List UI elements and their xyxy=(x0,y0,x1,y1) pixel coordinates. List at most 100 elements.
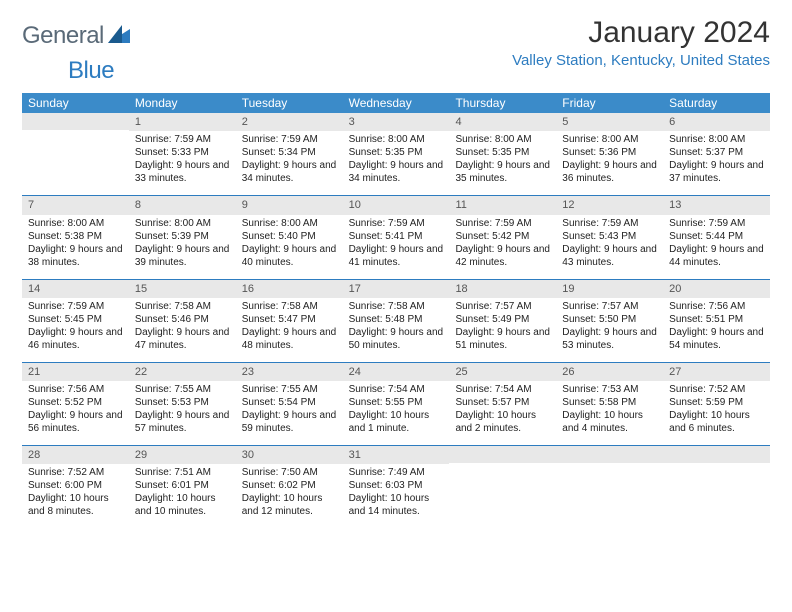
weekday-friday: Friday xyxy=(556,93,663,113)
day-body xyxy=(556,463,663,523)
sunset-text: Sunset: 5:53 PM xyxy=(135,396,230,409)
day-number: 22 xyxy=(129,363,236,381)
day-number: 13 xyxy=(663,196,770,214)
sunrise-text: Sunrise: 7:50 AM xyxy=(242,466,337,479)
daylight-text: Daylight: 10 hours and 12 minutes. xyxy=(242,492,337,518)
sunrise-text: Sunrise: 7:55 AM xyxy=(135,383,230,396)
day-cell: 13Sunrise: 7:59 AMSunset: 5:44 PMDayligh… xyxy=(663,196,770,278)
sunrise-text: Sunrise: 7:59 AM xyxy=(669,217,764,230)
week-row: 7Sunrise: 8:00 AMSunset: 5:38 PMDaylight… xyxy=(22,196,770,279)
daylight-text: Daylight: 9 hours and 44 minutes. xyxy=(669,243,764,269)
day-cell: 28Sunrise: 7:52 AMSunset: 6:00 PMDayligh… xyxy=(22,446,129,528)
day-body: Sunrise: 7:49 AMSunset: 6:03 PMDaylight:… xyxy=(343,464,450,528)
day-number: 31 xyxy=(343,446,450,464)
day-cell: 1Sunrise: 7:59 AMSunset: 5:33 PMDaylight… xyxy=(129,113,236,195)
sunrise-text: Sunrise: 7:59 AM xyxy=(349,217,444,230)
sunset-text: Sunset: 5:51 PM xyxy=(669,313,764,326)
day-cell: 12Sunrise: 7:59 AMSunset: 5:43 PMDayligh… xyxy=(556,196,663,278)
day-body xyxy=(22,130,129,190)
sunset-text: Sunset: 5:49 PM xyxy=(455,313,550,326)
week-row: 14Sunrise: 7:59 AMSunset: 5:45 PMDayligh… xyxy=(22,280,770,363)
sunrise-text: Sunrise: 7:49 AM xyxy=(349,466,444,479)
day-number: 30 xyxy=(236,446,343,464)
sunset-text: Sunset: 5:50 PM xyxy=(562,313,657,326)
daylight-text: Daylight: 9 hours and 56 minutes. xyxy=(28,409,123,435)
day-cell: 31Sunrise: 7:49 AMSunset: 6:03 PMDayligh… xyxy=(343,446,450,528)
day-body: Sunrise: 7:59 AMSunset: 5:44 PMDaylight:… xyxy=(663,215,770,279)
sunrise-text: Sunrise: 7:54 AM xyxy=(349,383,444,396)
sunset-text: Sunset: 6:00 PM xyxy=(28,479,123,492)
sunset-text: Sunset: 5:40 PM xyxy=(242,230,337,243)
sunrise-text: Sunrise: 7:59 AM xyxy=(242,133,337,146)
weekday-sunday: Sunday xyxy=(22,93,129,113)
week-row: 28Sunrise: 7:52 AMSunset: 6:00 PMDayligh… xyxy=(22,446,770,528)
day-number: 20 xyxy=(663,280,770,298)
sunset-text: Sunset: 6:01 PM xyxy=(135,479,230,492)
week-row: 21Sunrise: 7:56 AMSunset: 5:52 PMDayligh… xyxy=(22,363,770,446)
day-cell: 14Sunrise: 7:59 AMSunset: 5:45 PMDayligh… xyxy=(22,280,129,362)
sunset-text: Sunset: 5:35 PM xyxy=(349,146,444,159)
day-cell: 24Sunrise: 7:54 AMSunset: 5:55 PMDayligh… xyxy=(343,363,450,445)
sunrise-text: Sunrise: 7:59 AM xyxy=(28,300,123,313)
day-body: Sunrise: 7:59 AMSunset: 5:43 PMDaylight:… xyxy=(556,215,663,279)
daylight-text: Daylight: 9 hours and 42 minutes. xyxy=(455,243,550,269)
daylight-text: Daylight: 9 hours and 38 minutes. xyxy=(28,243,123,269)
day-cell: 17Sunrise: 7:58 AMSunset: 5:48 PMDayligh… xyxy=(343,280,450,362)
day-body: Sunrise: 7:57 AMSunset: 5:49 PMDaylight:… xyxy=(449,298,556,362)
daylight-text: Daylight: 10 hours and 10 minutes. xyxy=(135,492,230,518)
day-cell: 5Sunrise: 8:00 AMSunset: 5:36 PMDaylight… xyxy=(556,113,663,195)
day-cell: 6Sunrise: 8:00 AMSunset: 5:37 PMDaylight… xyxy=(663,113,770,195)
day-number: 28 xyxy=(22,446,129,464)
day-cell: 2Sunrise: 7:59 AMSunset: 5:34 PMDaylight… xyxy=(236,113,343,195)
month-title: January 2024 xyxy=(512,16,770,50)
day-number xyxy=(663,446,770,463)
day-number: 16 xyxy=(236,280,343,298)
day-number: 14 xyxy=(22,280,129,298)
sunset-text: Sunset: 5:44 PM xyxy=(669,230,764,243)
daylight-text: Daylight: 9 hours and 39 minutes. xyxy=(135,243,230,269)
logo-text-1: General xyxy=(22,22,104,50)
day-body: Sunrise: 7:58 AMSunset: 5:46 PMDaylight:… xyxy=(129,298,236,362)
day-body: Sunrise: 7:54 AMSunset: 5:55 PMDaylight:… xyxy=(343,381,450,445)
day-body xyxy=(449,463,556,523)
day-number: 6 xyxy=(663,113,770,131)
daylight-text: Daylight: 9 hours and 54 minutes. xyxy=(669,326,764,352)
day-body: Sunrise: 7:59 AMSunset: 5:34 PMDaylight:… xyxy=(236,131,343,195)
day-cell: 11Sunrise: 7:59 AMSunset: 5:42 PMDayligh… xyxy=(449,196,556,278)
day-number: 7 xyxy=(22,196,129,214)
daylight-text: Daylight: 9 hours and 33 minutes. xyxy=(135,159,230,185)
logo-mark-icon xyxy=(108,25,130,48)
daylight-text: Daylight: 10 hours and 2 minutes. xyxy=(455,409,550,435)
sunrise-text: Sunrise: 8:00 AM xyxy=(349,133,444,146)
sunrise-text: Sunrise: 7:56 AM xyxy=(28,383,123,396)
day-number: 26 xyxy=(556,363,663,381)
day-body xyxy=(663,463,770,523)
day-body: Sunrise: 7:56 AMSunset: 5:52 PMDaylight:… xyxy=(22,381,129,445)
day-number: 23 xyxy=(236,363,343,381)
day-number: 3 xyxy=(343,113,450,131)
daylight-text: Daylight: 10 hours and 1 minute. xyxy=(349,409,444,435)
day-body: Sunrise: 8:00 AMSunset: 5:35 PMDaylight:… xyxy=(449,131,556,195)
day-number: 15 xyxy=(129,280,236,298)
day-number: 8 xyxy=(129,196,236,214)
day-body: Sunrise: 7:53 AMSunset: 5:58 PMDaylight:… xyxy=(556,381,663,445)
day-number: 19 xyxy=(556,280,663,298)
daylight-text: Daylight: 9 hours and 51 minutes. xyxy=(455,326,550,352)
daylight-text: Daylight: 9 hours and 47 minutes. xyxy=(135,326,230,352)
sunrise-text: Sunrise: 8:00 AM xyxy=(242,217,337,230)
sunset-text: Sunset: 5:35 PM xyxy=(455,146,550,159)
logo: General xyxy=(22,22,132,50)
day-cell: 9Sunrise: 8:00 AMSunset: 5:40 PMDaylight… xyxy=(236,196,343,278)
week-row: 1Sunrise: 7:59 AMSunset: 5:33 PMDaylight… xyxy=(22,113,770,196)
day-cell: 23Sunrise: 7:55 AMSunset: 5:54 PMDayligh… xyxy=(236,363,343,445)
day-body: Sunrise: 7:54 AMSunset: 5:57 PMDaylight:… xyxy=(449,381,556,445)
daylight-text: Daylight: 9 hours and 37 minutes. xyxy=(669,159,764,185)
daylight-text: Daylight: 9 hours and 48 minutes. xyxy=(242,326,337,352)
day-cell xyxy=(22,113,129,195)
sunset-text: Sunset: 5:37 PM xyxy=(669,146,764,159)
day-body: Sunrise: 7:57 AMSunset: 5:50 PMDaylight:… xyxy=(556,298,663,362)
sunset-text: Sunset: 5:48 PM xyxy=(349,313,444,326)
daylight-text: Daylight: 9 hours and 34 minutes. xyxy=(242,159,337,185)
day-cell xyxy=(556,446,663,528)
day-body: Sunrise: 8:00 AMSunset: 5:36 PMDaylight:… xyxy=(556,131,663,195)
